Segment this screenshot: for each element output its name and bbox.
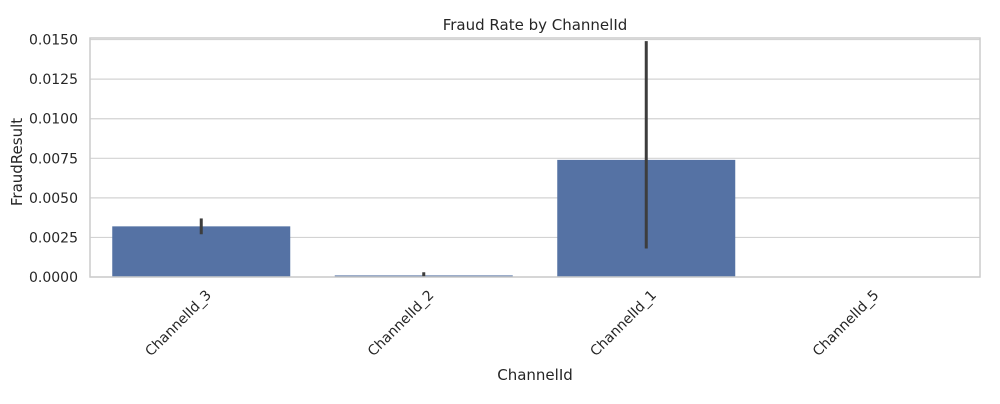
- x-tick-label: ChannelId_5: [810, 287, 882, 359]
- y-axis-label: FraudResult: [8, 118, 26, 206]
- y-tick-label: 0.0075: [29, 151, 78, 167]
- y-tick-label: 0.0150: [29, 33, 78, 49]
- y-axis-ticks: 0.0000 0.0025 0.0050 0.0075 0.0100 0.0125 0.01…: [29, 33, 78, 286]
- y-tick-label: 0.0050: [29, 191, 78, 207]
- bars: [112, 159, 736, 277]
- plot-frame: [89, 37, 981, 278]
- y-tick-label: 0.0125: [29, 72, 78, 88]
- x-tick-label: ChannelId_2: [365, 287, 437, 359]
- bar-ChannelId_3: [112, 226, 291, 277]
- x-axis-ticks: ChannelId_3 ChannelId_2 ChannelId_1 Channel…: [142, 287, 882, 359]
- error-bars: [199, 41, 648, 277]
- x-tick-label: ChannelId_1: [587, 287, 659, 359]
- x-axis-label: ChannelId: [497, 366, 573, 384]
- chart-title: Fraud Rate by ChannelId: [443, 16, 628, 34]
- y-tick-label: 0.0000: [29, 270, 78, 286]
- x-tick-label: ChannelId_3: [142, 287, 214, 359]
- y-tick-label: 0.0025: [29, 230, 78, 246]
- y-tick-label: 0.0100: [29, 112, 78, 128]
